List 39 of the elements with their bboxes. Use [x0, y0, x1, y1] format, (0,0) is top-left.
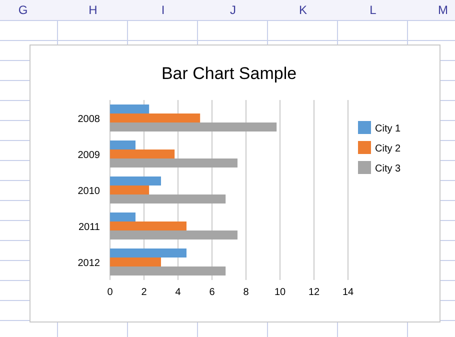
bar: [110, 150, 175, 158]
text: L: [370, 3, 377, 17]
x-tick-label: 12: [308, 287, 320, 298]
bar: [110, 114, 200, 122]
text: J: [230, 3, 236, 17]
legend-label: City 2: [375, 144, 401, 154]
text: I: [161, 3, 165, 17]
bar: [110, 222, 186, 230]
y-tick-label: 2011: [78, 222, 100, 233]
chart-title: Bar Chart Sample: [161, 64, 297, 83]
legend-label: City 3: [375, 164, 401, 174]
y-tick-label: 2009: [78, 150, 100, 161]
legend-label: City 1: [375, 124, 401, 134]
y-tick-label: 2008: [78, 114, 100, 125]
x-tick-label: 0: [107, 287, 114, 298]
text: G: [18, 3, 28, 17]
text: M: [438, 3, 448, 17]
bar: [110, 266, 226, 276]
x-tick-label: 14: [342, 287, 354, 298]
x-tick-label: 6: [209, 287, 216, 298]
bar: [110, 104, 150, 114]
x-tick-label: 2: [141, 287, 148, 298]
bar: [110, 230, 238, 240]
y-tick-label: 2010: [78, 186, 100, 197]
bar: [110, 122, 277, 132]
bar: [110, 176, 161, 186]
bar: [110, 212, 136, 222]
x-tick-label: 8: [243, 287, 250, 298]
x-tick-label: 10: [274, 287, 286, 298]
x-tick-label: 4: [175, 287, 182, 298]
bar: [110, 258, 161, 266]
bar: [110, 248, 186, 258]
text: K: [298, 3, 308, 17]
bar: [110, 186, 150, 194]
text: H: [88, 3, 98, 17]
bar: [110, 140, 136, 150]
bar: [110, 194, 226, 204]
bar: [110, 158, 238, 168]
y-tick-label: 2012: [78, 258, 100, 269]
